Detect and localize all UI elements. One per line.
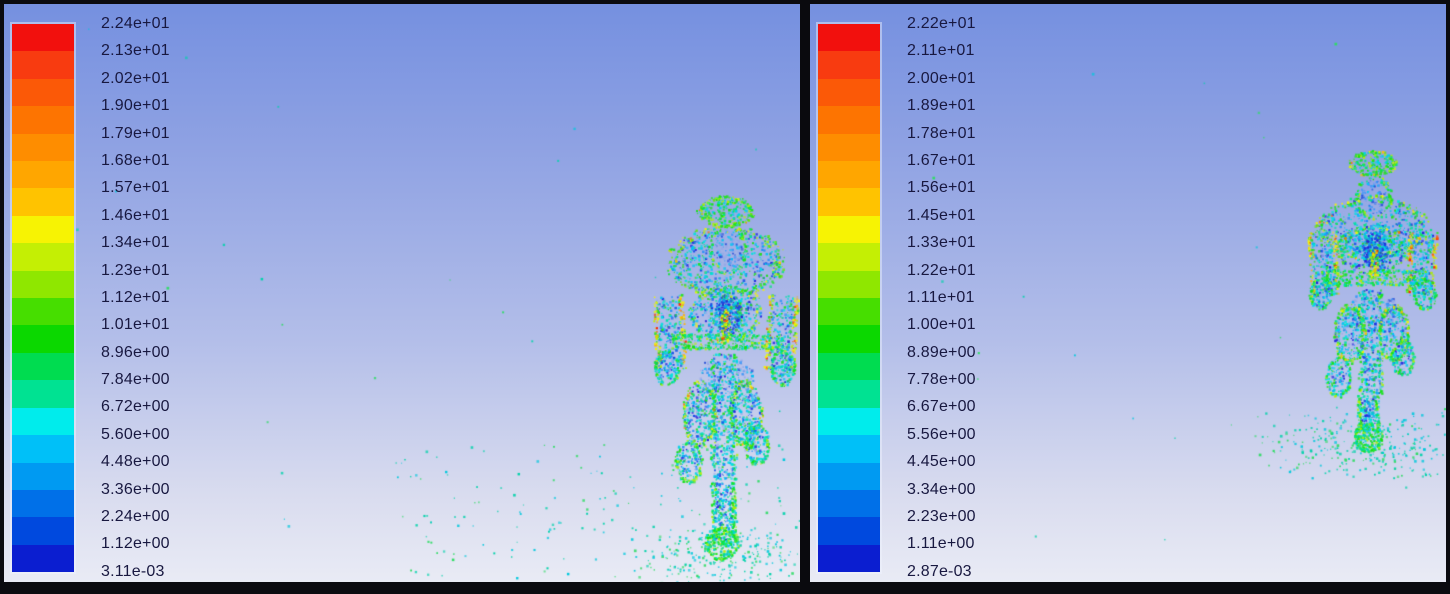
colorbar-tick-label: 1.56e+01	[907, 179, 976, 197]
colorbar-band	[818, 435, 880, 463]
colorbar-tick-label: 2.87e-03	[907, 562, 972, 580]
colorbar-tick-label: 8.89e+00	[907, 343, 976, 361]
cfd-particle-plot-left	[4, 4, 800, 582]
colorbar-band	[12, 243, 74, 271]
colorbar-tick-label: 4.45e+00	[907, 453, 976, 471]
colorbar-band	[12, 435, 74, 463]
colorbar-tick-label: 1.67e+01	[907, 151, 976, 169]
colorbar-tick-label: 1.11e+00	[907, 535, 975, 553]
colorbar-tick-label: 1.46e+01	[101, 206, 170, 224]
colorbar-band	[818, 517, 880, 545]
colorbar-band	[818, 161, 880, 189]
colorbar-tick-label: 1.57e+01	[101, 179, 170, 197]
colorbar-band	[12, 489, 74, 518]
colorbar-right	[818, 24, 880, 573]
colorbar-tick-label: 1.33e+01	[907, 234, 976, 252]
colorbar-band	[818, 544, 880, 573]
colorbar-tick-label: 5.56e+00	[907, 425, 976, 443]
colorbar-tick-label: 4.48e+00	[101, 453, 170, 471]
colorbar-tick-label: 2.24e+00	[101, 508, 170, 526]
colorbar-band	[818, 407, 880, 436]
colorbar-tick-label: 6.72e+00	[101, 398, 170, 416]
colorbar-band	[12, 462, 74, 490]
colorbar-band	[818, 133, 880, 162]
colorbar-band	[818, 325, 880, 353]
colorbar-band	[12, 298, 74, 326]
colorbar-band	[818, 243, 880, 271]
colorbar-left	[12, 24, 74, 573]
colorbar-band	[12, 407, 74, 436]
colorbar-tick-label: 1.22e+01	[907, 261, 976, 279]
panel-right-case: 2.22e+01 2.11e+01 2.00e+01 1.89e+01 1.78e+01…	[810, 4, 1446, 582]
colorbar-tick-label: 2.11e+01	[907, 42, 975, 60]
colorbar-band	[818, 24, 880, 52]
colorbar-tick-label: 1.45e+01	[907, 206, 976, 224]
colorbar-band	[12, 380, 74, 408]
colorbar-band	[818, 298, 880, 326]
colorbar-band	[818, 489, 880, 518]
colorbar-tick-label: 2.23e+00	[907, 508, 976, 526]
colorbar-band	[12, 24, 74, 52]
colorbar-band	[12, 517, 74, 545]
colorbar-band	[818, 270, 880, 299]
colorbar-tick-label: 1.79e+01	[101, 124, 170, 142]
colorbar-tick-label: 1.68e+01	[101, 151, 170, 169]
colorbar-tick-label: 1.12e+00	[101, 535, 170, 553]
colorbar-tick-label: 3.36e+00	[101, 480, 170, 498]
colorbar-tick-label: 2.13e+01	[101, 42, 170, 60]
colorbar-tick-label: 2.00e+01	[907, 69, 976, 87]
colorbar-tick-label: 1.89e+01	[907, 97, 976, 115]
colorbar-tick-label: 2.22e+01	[907, 15, 976, 32]
panel-divider	[800, 0, 810, 594]
colorbar-tick-label: 2.24e+01	[101, 15, 170, 32]
colorbar-tick-label: 7.84e+00	[101, 371, 170, 389]
colorbar-tick-label: 1.11e+01	[907, 288, 975, 306]
colorbar-tick-label: 3.11e-03	[101, 562, 165, 580]
colorbar-band	[12, 133, 74, 162]
colorbar-band	[818, 352, 880, 381]
colorbar-band	[12, 188, 74, 216]
colorbar-band	[818, 78, 880, 107]
colorbar-band	[12, 51, 74, 79]
colorbar-tick-label: 1.00e+01	[907, 316, 976, 334]
colorbar-band	[818, 215, 880, 244]
colorbar-band	[12, 215, 74, 244]
colorbar-tick-label: 2.02e+01	[101, 69, 170, 87]
colorbar-tick-label: 1.12e+01	[101, 288, 170, 306]
panel-left-case: 2.24e+01 2.13e+01 2.02e+01 1.90e+01 1.79e+01…	[4, 4, 800, 582]
colorbar-tick-label: 1.23e+01	[101, 261, 170, 279]
colorbar-tick-label: 6.67e+00	[907, 398, 976, 416]
colorbar-tick-label: 1.78e+01	[907, 124, 976, 142]
cfd-particle-plot-right	[810, 4, 1446, 582]
colorbar-band	[818, 380, 880, 408]
colorbar-tick-label: 1.01e+01	[101, 316, 170, 334]
colorbar-band	[12, 544, 74, 573]
colorbar-band	[12, 352, 74, 381]
colorbar-band	[12, 270, 74, 299]
colorbar-band	[818, 462, 880, 490]
colorbar-tick-label: 5.60e+00	[101, 425, 170, 443]
colorbar-tick-label: 7.78e+00	[907, 371, 976, 389]
colorbar-tick-label: 8.96e+00	[101, 343, 170, 361]
colorbar-labels-left: 2.24e+01 2.13e+01 2.02e+01 1.90e+01 1.79e+01…	[101, 10, 221, 582]
colorbar-band	[12, 325, 74, 353]
colorbar-band	[818, 106, 880, 134]
colorbar-band	[818, 51, 880, 79]
colorbar-band	[12, 78, 74, 107]
colorbar-band	[12, 161, 74, 189]
colorbar-tick-label: 1.90e+01	[101, 97, 170, 115]
colorbar-band	[818, 188, 880, 216]
colorbar-labels-right: 2.22e+01 2.11e+01 2.00e+01 1.89e+01 1.78e+01…	[907, 10, 1027, 582]
colorbar-band	[12, 106, 74, 134]
colorbar-tick-label: 1.34e+01	[101, 234, 170, 252]
colorbar-tick-label: 3.34e+00	[907, 480, 976, 498]
